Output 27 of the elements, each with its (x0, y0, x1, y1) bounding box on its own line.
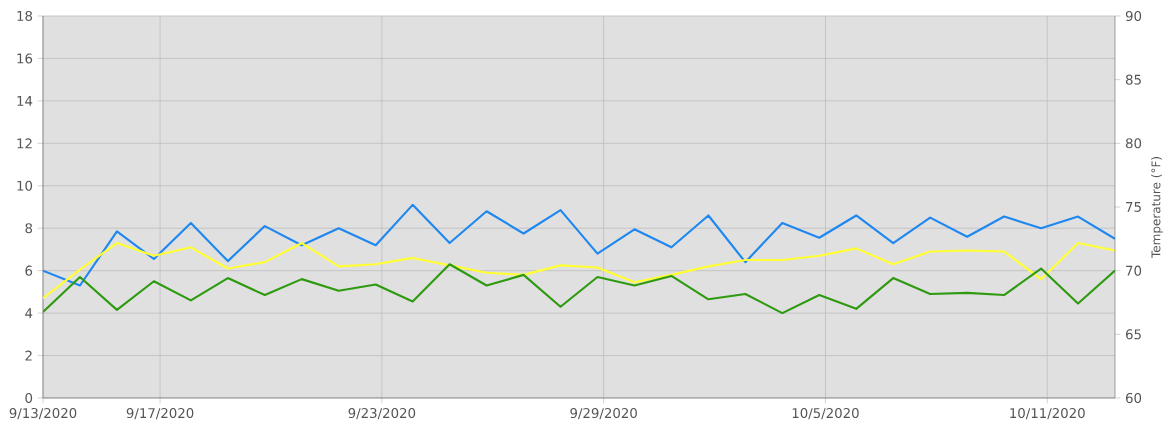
y2-tick-label: 75 (1126, 202, 1141, 212)
y2-tick-label: 70 (1126, 265, 1142, 276)
y2-tick-label: 85 (1125, 74, 1141, 85)
x-tick-label: 10/5/2020 (792, 408, 859, 420)
y2-tick-label: 80 (1125, 138, 1142, 149)
x-tick-label: 10/11/2020 (1010, 408, 1085, 420)
line-series (43, 203, 1115, 287)
line-series (43, 241, 1115, 300)
y-tick-label: 14 (17, 96, 33, 106)
y-tick-label: 8 (25, 223, 33, 234)
y-tick-label: 16 (17, 53, 33, 64)
y-tick-label: 10 (17, 180, 33, 191)
x-tick-label: 9/23/2020 (348, 408, 416, 420)
x-tick-label: 9/17/2020 (126, 408, 194, 420)
y2-tick-label: 90 (1125, 10, 1142, 22)
y-tick-label: 18 (17, 10, 33, 22)
y-tick-label: 12 (17, 138, 32, 149)
y-tick-label: 2 (25, 350, 32, 361)
x-tick-label: 9/13/2020 (9, 408, 77, 420)
y-tick-label: 0 (25, 392, 33, 404)
y2-tick-label: 65 (1125, 329, 1141, 340)
line-series (43, 263, 1115, 315)
y-tick-label: 4 (25, 308, 33, 318)
y2-tick-label: 60 (1125, 392, 1142, 404)
y-tick-label: 6 (25, 265, 33, 276)
y2-axis-title: Temperature (°F) (1151, 156, 1163, 259)
x-tick-label: 9/29/2020 (570, 408, 637, 420)
